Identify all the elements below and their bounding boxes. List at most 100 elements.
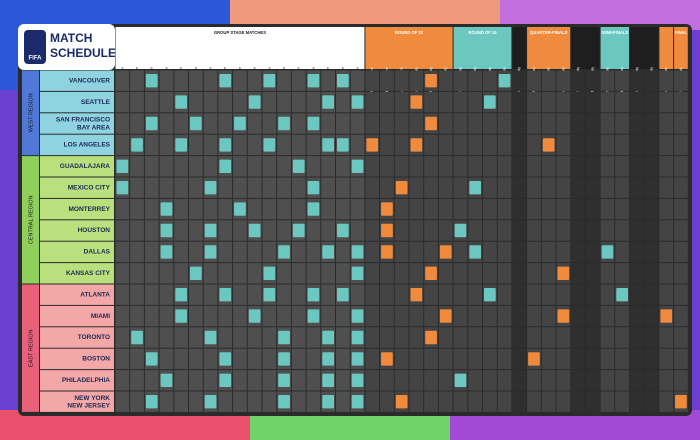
cell (394, 327, 409, 348)
cell (556, 391, 571, 412)
match-cell (381, 352, 393, 366)
cell (130, 284, 144, 305)
cell (306, 348, 321, 370)
cell (394, 113, 409, 134)
cell (277, 156, 291, 177)
cell (233, 156, 247, 177)
cell (630, 327, 644, 348)
city-cell (40, 348, 114, 370)
cell (409, 113, 424, 134)
cell (189, 370, 203, 391)
cell (497, 305, 512, 327)
cell (585, 198, 600, 220)
cell (159, 70, 174, 91)
cell (630, 241, 644, 263)
cell (644, 284, 659, 305)
cell (218, 327, 233, 348)
cell (630, 156, 644, 177)
cell (615, 305, 629, 327)
cell (321, 220, 335, 241)
cell (291, 113, 306, 134)
match-cell (219, 138, 232, 152)
cell (336, 177, 350, 198)
cell (453, 113, 468, 134)
cell (144, 177, 159, 198)
match-cell (484, 95, 496, 109)
cell (527, 113, 541, 134)
match-cell (175, 288, 187, 302)
cell (674, 134, 688, 156)
cell (674, 91, 688, 113)
match-cell (116, 181, 129, 195)
cell (556, 70, 571, 91)
cell (644, 177, 659, 198)
cell (291, 391, 306, 412)
cell (453, 348, 468, 370)
city-name: MONTERREY (68, 206, 110, 213)
cell (438, 134, 453, 156)
cell (424, 370, 438, 391)
match-cell (204, 245, 217, 259)
cell (247, 198, 262, 220)
match-cell (219, 74, 232, 88)
cell (409, 177, 424, 198)
cell (438, 198, 453, 220)
cell (497, 263, 512, 284)
match-cell (351, 395, 364, 409)
cell (527, 263, 541, 284)
cell (130, 370, 144, 391)
cell (144, 220, 159, 241)
cell (424, 284, 438, 305)
cell (144, 156, 159, 177)
cell (644, 327, 659, 348)
cell (615, 134, 629, 156)
cell (600, 391, 615, 412)
cell (130, 391, 144, 412)
cell (556, 91, 571, 113)
city-cell (40, 198, 114, 220)
cell (115, 327, 130, 348)
phase-header (453, 27, 512, 69)
cell (468, 134, 482, 156)
city-cell (40, 134, 114, 156)
cell (659, 263, 674, 284)
match-cell (145, 116, 158, 131)
cell (336, 391, 350, 412)
cell (336, 263, 350, 284)
cell (468, 91, 482, 113)
match-cell (425, 330, 437, 345)
match-cell (322, 352, 334, 366)
cell (483, 134, 497, 156)
match-cell (278, 373, 290, 387)
cell (144, 327, 159, 348)
cell (659, 327, 674, 348)
cell (247, 263, 262, 284)
match-cell (292, 223, 305, 238)
cell (115, 70, 130, 91)
match-cell (410, 138, 423, 152)
cell (306, 241, 321, 263)
cell (453, 70, 468, 91)
cell (336, 91, 350, 113)
cell (615, 391, 629, 412)
cell (512, 113, 527, 134)
cell (189, 391, 203, 412)
cell (262, 370, 277, 391)
cell (541, 284, 556, 305)
cell (262, 305, 277, 327)
cell (644, 70, 659, 91)
cell (144, 370, 159, 391)
cell (512, 70, 527, 91)
match-cell (410, 95, 423, 109)
match-cell (469, 245, 481, 259)
match-cell (337, 138, 349, 152)
cell (350, 177, 365, 198)
cell (306, 91, 321, 113)
cell (512, 134, 527, 156)
cell (365, 113, 380, 134)
cell (291, 177, 306, 198)
cell (159, 134, 174, 156)
cell (130, 220, 144, 241)
match-cell (307, 181, 320, 195)
city-cell (40, 284, 114, 305)
